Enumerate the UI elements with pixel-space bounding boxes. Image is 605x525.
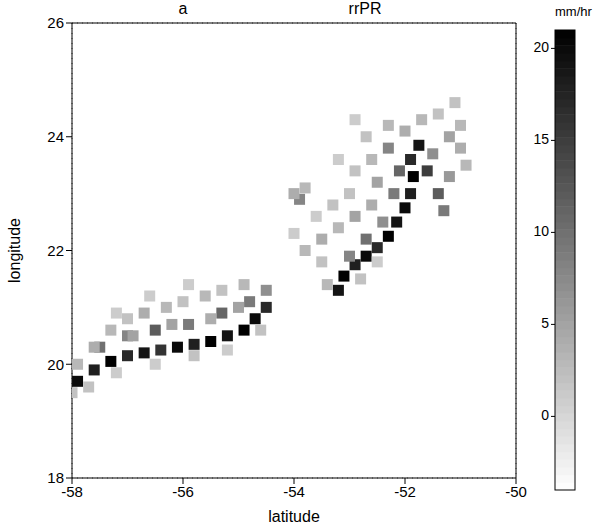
svg-text:20: 20 bbox=[47, 356, 64, 373]
html-text:a: a bbox=[178, 0, 188, 17]
svg-text:-50: -50 bbox=[505, 483, 527, 500]
svg-text:22: 22 bbox=[47, 242, 64, 259]
svg-text:longitude: longitude bbox=[6, 218, 23, 283]
svg-text:15: 15 bbox=[533, 131, 549, 147]
html-text:rrPR: rrPR bbox=[348, 0, 382, 17]
svg-text:24: 24 bbox=[47, 128, 64, 145]
svg-text:20: 20 bbox=[533, 39, 549, 55]
svg-text:-56: -56 bbox=[172, 483, 194, 500]
svg-text:-54: -54 bbox=[283, 483, 305, 500]
svg-text:18: 18 bbox=[47, 469, 64, 486]
svg-text:10: 10 bbox=[533, 223, 549, 239]
svg-text:-58: -58 bbox=[61, 483, 83, 500]
svg-text:5: 5 bbox=[541, 315, 549, 331]
svg-text:latitude: latitude bbox=[268, 508, 320, 525]
svg-text:mm/hr: mm/hr bbox=[555, 4, 593, 19]
svg-text:-52: -52 bbox=[394, 483, 416, 500]
svg-text:0: 0 bbox=[541, 407, 549, 423]
svg-text:26: 26 bbox=[47, 14, 64, 31]
